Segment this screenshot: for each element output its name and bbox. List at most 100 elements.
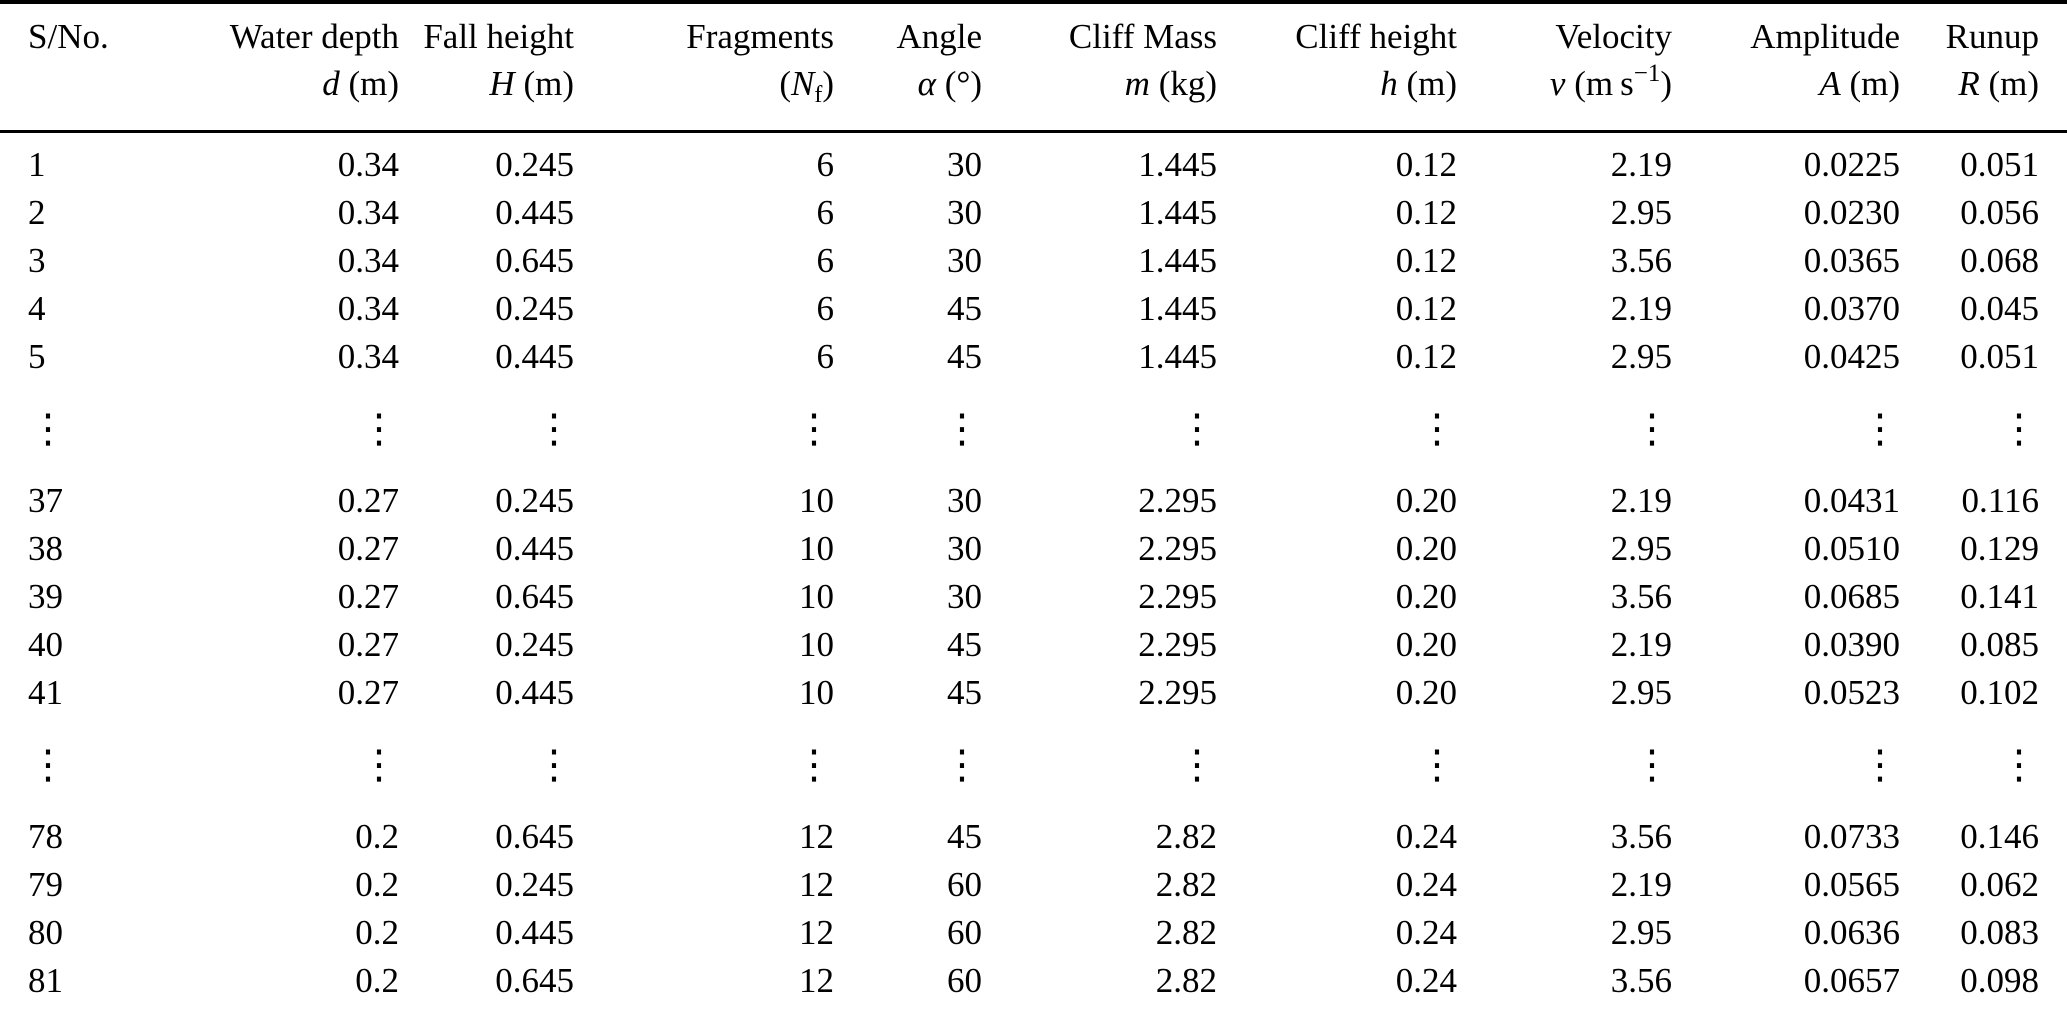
value-cell: 2.82 <box>1155 865 1217 904</box>
value-cell: 1.445 <box>1138 145 1217 184</box>
unit-symbol: R <box>1958 64 1980 103</box>
value-cell: 0.12 <box>1395 289 1457 328</box>
value-cell: 2.95 <box>1610 913 1672 952</box>
value-cell: 0.0636 <box>1803 913 1900 952</box>
value-cell: 0.0733 <box>1803 817 1900 856</box>
ellipsis-cell: ⋮ <box>28 406 68 452</box>
value-cell: 0.445 <box>495 673 574 712</box>
value-cell: 2.95 <box>1610 193 1672 232</box>
unit-symbol: N <box>790 64 815 103</box>
value-cell: 37 <box>28 481 63 520</box>
value-cell: 0.20 <box>1395 673 1457 712</box>
data-row: 81 0.2 0.645 12 60 2.82 0.24 3.56 0.0657 0.098 <box>0 957 2067 1016</box>
value-cell: 10 <box>799 673 834 712</box>
value-cell: 2.95 <box>1610 529 1672 568</box>
unit-symbol: d <box>322 64 340 103</box>
data-row: 3 0.34 0.645 6 30 1.445 0.12 3.56 0.0365 0.068 <box>0 237 2067 285</box>
data-row: 41 0.27 0.445 10 45 2.295 0.20 2.95 0.0523 0.102 <box>0 669 2067 717</box>
ellipsis-cell: ⋮ <box>359 742 399 788</box>
value-cell: 79 <box>28 865 63 904</box>
col-header-angle: Angle α (°) <box>840 2 988 133</box>
value-cell: 0.12 <box>1395 337 1457 376</box>
value-cell: 0.27 <box>337 673 399 712</box>
value-cell: 0.2 <box>355 865 399 904</box>
ellipsis-cell: ⋮ <box>534 406 574 452</box>
value-cell: 45 <box>947 337 982 376</box>
value-cell: 1.445 <box>1138 289 1217 328</box>
value-cell: 2.295 <box>1138 673 1217 712</box>
value-cell: 2.95 <box>1610 337 1672 376</box>
column-label: Fall height <box>423 17 574 56</box>
data-row: 40 0.27 0.245 10 45 2.295 0.20 2.19 0.0390 0.085 <box>0 621 2067 669</box>
value-cell: 2.82 <box>1155 817 1217 856</box>
unit-subscript: f <box>814 82 823 108</box>
unit-mid: ) <box>822 64 834 103</box>
value-cell: 45 <box>947 625 982 664</box>
ellipsis-cell: ⋮ <box>28 742 68 788</box>
value-cell: 0.12 <box>1395 193 1457 232</box>
value-cell: 30 <box>947 241 982 280</box>
value-cell: 0.445 <box>495 337 574 376</box>
value-cell: 3.56 <box>1610 817 1672 856</box>
value-cell: 0.0685 <box>1803 577 1900 616</box>
value-cell: 0.27 <box>337 529 399 568</box>
value-cell: 6 <box>816 145 835 184</box>
value-cell: 0.102 <box>1960 673 2039 712</box>
value-cell: 38 <box>28 529 63 568</box>
data-row: 78 0.2 0.645 12 45 2.82 0.24 3.56 0.0733 0.146 <box>0 813 2067 861</box>
value-cell: 6 <box>816 337 835 376</box>
column-unit: A (m) <box>1678 62 1900 106</box>
ellipsis-cell: ⋮ <box>1999 742 2039 788</box>
column-label: Cliff height <box>1295 17 1457 56</box>
data-row: 1 0.34 0.245 6 30 1.445 0.12 2.19 0.0225 0.051 <box>0 132 2067 190</box>
value-cell: 0.645 <box>495 241 574 280</box>
value-cell: 0.34 <box>337 241 399 280</box>
unit-mid: (m) <box>1840 64 1900 103</box>
value-cell: 1 <box>28 145 46 184</box>
value-cell: 2.19 <box>1610 289 1672 328</box>
value-cell: 0.146 <box>1960 817 2039 856</box>
unit-mid: (m) <box>1397 64 1457 103</box>
column-label: Angle <box>896 17 982 56</box>
unit-symbol: m <box>1124 64 1150 103</box>
col-header-cliff-mass: Cliff Mass m (kg) <box>988 2 1223 133</box>
unit-symbol: h <box>1380 64 1398 103</box>
unit-mid: (m) <box>514 64 574 103</box>
value-cell: 0.20 <box>1395 481 1457 520</box>
value-cell: 1.445 <box>1138 241 1217 280</box>
header-row: S/No. Water depth d (m) Fall height H (m… <box>0 2 2067 133</box>
col-header-fragments: Fragments (Nf) <box>580 2 840 133</box>
value-cell: 2.19 <box>1610 145 1672 184</box>
value-cell: 10 <box>799 529 834 568</box>
column-label: Cliff Mass <box>1068 17 1217 56</box>
value-cell: 45 <box>947 817 982 856</box>
ellipsis-cell: ⋮ <box>534 742 574 788</box>
value-cell: 0.141 <box>1960 577 2039 616</box>
value-cell: 0.129 <box>1960 529 2039 568</box>
data-row: 80 0.2 0.445 12 60 2.82 0.24 2.95 0.0636 0.083 <box>0 909 2067 957</box>
value-cell: 0.083 <box>1960 913 2039 952</box>
column-unit: R (m) <box>1906 62 2039 106</box>
value-cell: 30 <box>947 529 982 568</box>
value-cell: 4 <box>28 289 46 328</box>
value-cell: 0.0431 <box>1803 481 1900 520</box>
ellipsis-cell: ⋮ <box>942 742 982 788</box>
data-row: 38 0.27 0.445 10 30 2.295 0.20 2.95 0.0510 0.129 <box>0 525 2067 573</box>
ellipsis-cell: ⋮ <box>1177 742 1217 788</box>
value-cell: 0.12 <box>1395 145 1457 184</box>
ellipsis-row: ⋮ ⋮ ⋮ ⋮ ⋮ ⋮ ⋮ ⋮ ⋮ ⋮ <box>0 717 2067 813</box>
col-header-water-depth: Water depth d (m) <box>190 2 405 133</box>
data-row: 4 0.34 0.245 6 45 1.445 0.12 2.19 0.0370 0.045 <box>0 285 2067 333</box>
value-cell: 0.20 <box>1395 577 1457 616</box>
value-cell: 0.0365 <box>1803 241 1900 280</box>
ellipsis-cell: ⋮ <box>1177 406 1217 452</box>
value-cell: 0.2 <box>355 817 399 856</box>
value-cell: 2.95 <box>1610 673 1672 712</box>
value-cell: 0.2 <box>355 961 399 1000</box>
value-cell: 0.098 <box>1960 961 2039 1000</box>
unit-mid: (kg) <box>1149 64 1217 103</box>
ellipsis-cell: ⋮ <box>1860 742 1900 788</box>
value-cell: 6 <box>816 289 835 328</box>
col-header-cliff-height: Cliff height h (m) <box>1223 2 1463 133</box>
value-cell: 3.56 <box>1610 961 1672 1000</box>
